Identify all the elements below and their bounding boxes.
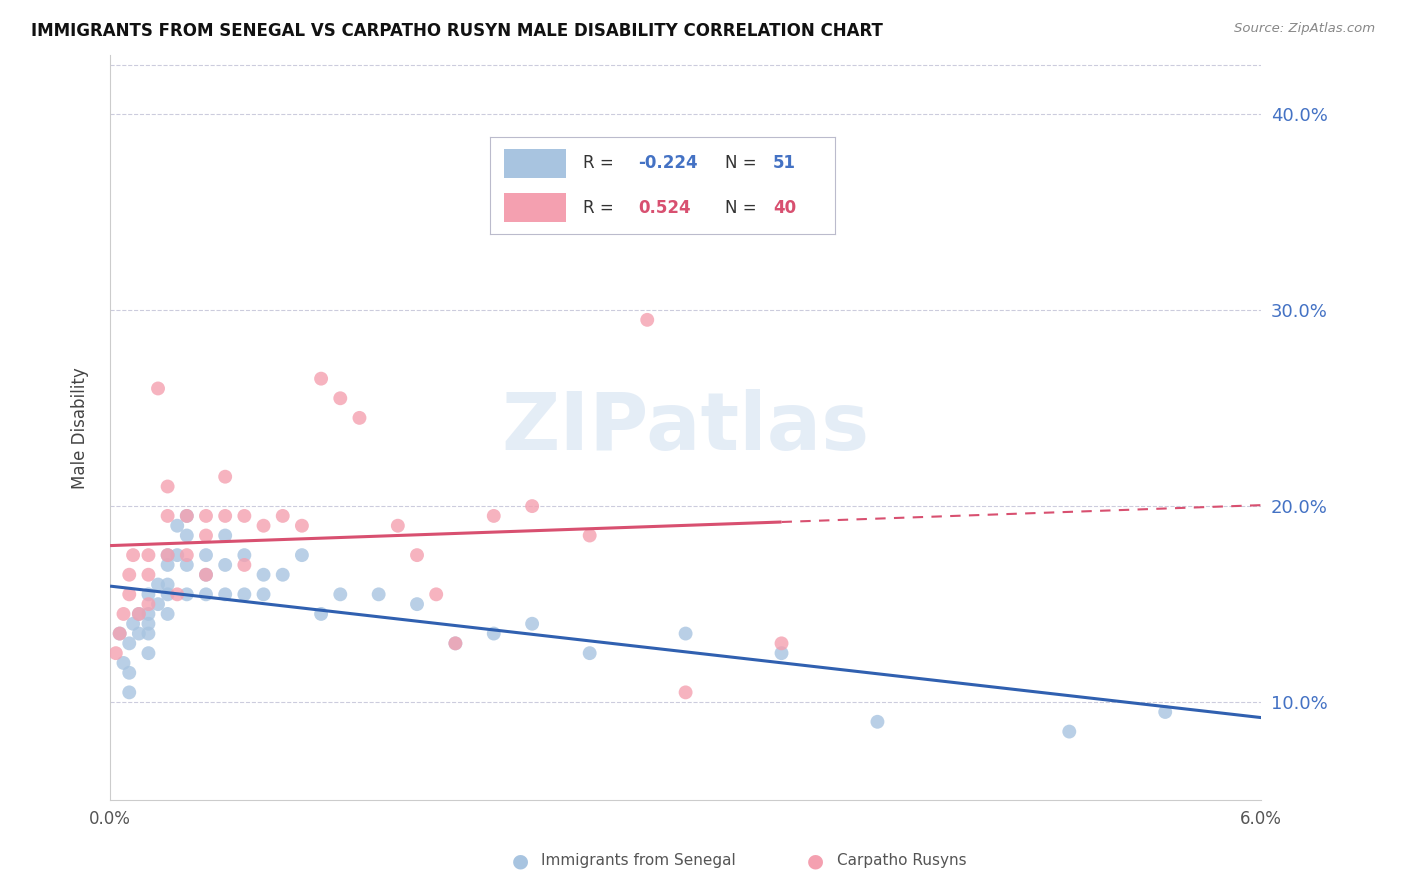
- Point: [166, 548, 188, 562]
- Point: [770, 646, 793, 660]
- Point: [146, 381, 169, 395]
- Point: [195, 587, 218, 601]
- Point: [176, 528, 198, 542]
- Point: [214, 558, 236, 572]
- Text: Carpatho Rusyns: Carpatho Rusyns: [837, 854, 966, 868]
- Point: [108, 626, 131, 640]
- Point: [578, 528, 600, 542]
- Point: [329, 587, 352, 601]
- Point: [233, 508, 256, 523]
- Point: [636, 313, 658, 327]
- Point: [214, 528, 236, 542]
- Point: [138, 548, 160, 562]
- Point: [138, 567, 160, 582]
- Point: [233, 558, 256, 572]
- Point: [195, 567, 218, 582]
- Point: [252, 587, 274, 601]
- Point: [118, 587, 141, 601]
- Point: [406, 548, 429, 562]
- Point: [675, 626, 697, 640]
- Point: [176, 508, 198, 523]
- Point: [387, 518, 409, 533]
- Text: ●: ●: [512, 851, 529, 871]
- Point: [329, 391, 352, 405]
- Point: [309, 607, 332, 621]
- Point: [118, 636, 141, 650]
- Point: [118, 567, 141, 582]
- Point: [675, 685, 697, 699]
- Point: [482, 626, 505, 640]
- Point: [1154, 705, 1177, 719]
- Point: [156, 479, 179, 493]
- Point: [425, 587, 447, 601]
- Point: [118, 665, 141, 680]
- Point: [195, 508, 218, 523]
- Point: [1059, 724, 1081, 739]
- Point: [866, 714, 889, 729]
- Point: [122, 616, 145, 631]
- Point: [214, 587, 236, 601]
- Point: [520, 499, 543, 513]
- Point: [112, 656, 135, 670]
- Point: [156, 558, 179, 572]
- Point: [112, 607, 135, 621]
- Point: [770, 636, 793, 650]
- Point: [482, 508, 505, 523]
- Point: [176, 548, 198, 562]
- Point: [128, 626, 150, 640]
- Point: [233, 587, 256, 601]
- Point: [138, 616, 160, 631]
- Text: Source: ZipAtlas.com: Source: ZipAtlas.com: [1234, 22, 1375, 36]
- Point: [156, 508, 179, 523]
- Point: [195, 567, 218, 582]
- Point: [271, 567, 294, 582]
- Text: ZIPatlas: ZIPatlas: [502, 389, 870, 467]
- Point: [271, 508, 294, 523]
- Point: [104, 646, 127, 660]
- Point: [156, 577, 179, 591]
- Point: [349, 410, 371, 425]
- Point: [444, 636, 467, 650]
- Point: [108, 626, 131, 640]
- Point: [138, 626, 160, 640]
- Point: [146, 597, 169, 611]
- Point: [252, 567, 274, 582]
- Point: [195, 548, 218, 562]
- Point: [578, 646, 600, 660]
- Point: [406, 597, 429, 611]
- Point: [156, 548, 179, 562]
- Point: [309, 372, 332, 386]
- Point: [138, 646, 160, 660]
- Point: [128, 607, 150, 621]
- Point: [156, 587, 179, 601]
- Point: [520, 616, 543, 631]
- Text: Immigrants from Senegal: Immigrants from Senegal: [541, 854, 737, 868]
- Point: [367, 587, 389, 601]
- Point: [118, 685, 141, 699]
- Point: [195, 528, 218, 542]
- Point: [233, 548, 256, 562]
- Text: IMMIGRANTS FROM SENEGAL VS CARPATHO RUSYN MALE DISABILITY CORRELATION CHART: IMMIGRANTS FROM SENEGAL VS CARPATHO RUSY…: [31, 22, 883, 40]
- Point: [291, 518, 314, 533]
- Point: [214, 508, 236, 523]
- Point: [138, 607, 160, 621]
- Point: [166, 587, 188, 601]
- Point: [128, 607, 150, 621]
- Point: [138, 597, 160, 611]
- Point: [252, 518, 274, 533]
- Point: [166, 518, 188, 533]
- Text: ●: ●: [807, 851, 824, 871]
- Point: [156, 548, 179, 562]
- Point: [444, 636, 467, 650]
- Point: [122, 548, 145, 562]
- Point: [138, 587, 160, 601]
- Point: [214, 469, 236, 483]
- Point: [291, 548, 314, 562]
- Point: [146, 577, 169, 591]
- Point: [156, 607, 179, 621]
- Y-axis label: Male Disability: Male Disability: [72, 367, 89, 489]
- Point: [176, 508, 198, 523]
- Point: [176, 558, 198, 572]
- Point: [176, 587, 198, 601]
